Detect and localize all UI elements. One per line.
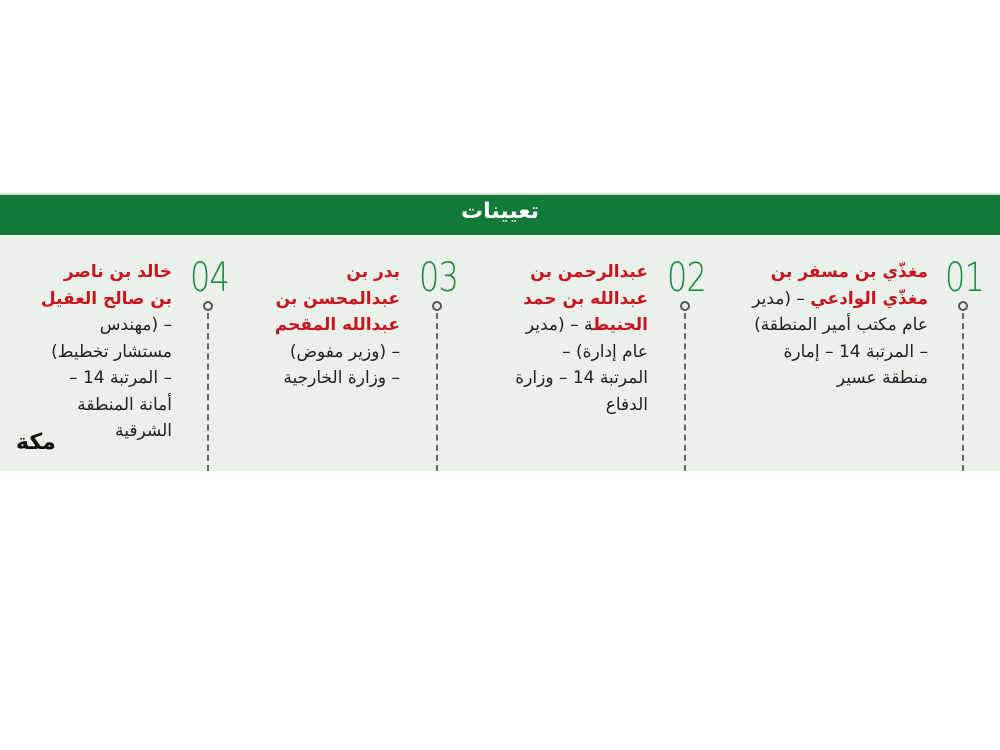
text-line: – (مهندس: [41, 312, 172, 339]
appointment-detail: عام مكتب أمير المنطقة): [754, 315, 928, 335]
appointment-detail: عام إدارة) –: [562, 341, 648, 362]
pin-icon: [203, 301, 213, 311]
text-line: أمانة المنطقة: [41, 392, 172, 419]
text-line: الحنيطة – (مدير: [515, 312, 648, 339]
text-line: مستشار تخطيط): [41, 339, 172, 366]
text-line: منطقة عسير: [752, 365, 928, 392]
appointment-detail: الشرقية: [115, 421, 172, 441]
appointee-name: عبدالله المقحم: [274, 315, 400, 335]
text-line: عبدالرحمن بن: [515, 259, 648, 286]
appointee-name: خالد بن ناصر: [63, 262, 172, 282]
text-line: – المرتبة 14 – إمارة: [752, 339, 928, 366]
appointment-detail: – وزارة الخارجية: [283, 368, 400, 388]
appointee-name: عبدالرحمن بن: [530, 262, 648, 282]
dashed-timeline: [436, 313, 438, 471]
text-line: بن صالح العقيل: [41, 286, 172, 313]
appointment-03: 03 بدر بن عبدالمحسن بن عبدالله المقحم – (وز…: [0, 235, 1000, 471]
dashed-timeline: [207, 313, 209, 471]
appointment-04: 04 خالد بن ناصر بن صالح العقيل – (مهندس مست…: [0, 235, 1000, 471]
appointee-name: الحنيط: [593, 315, 648, 335]
text-line: الدفاع: [515, 392, 648, 419]
appointment-02: 02 عبدالرحمن بن عبدالله بن حمد الحنيطة – (…: [0, 235, 1000, 471]
appointee-name: عبدالمحسن بن: [275, 288, 400, 309]
dashed-timeline: [684, 313, 686, 471]
text-line: – (وزير مفوض): [275, 339, 400, 366]
dashed-timeline: [962, 313, 964, 471]
pin-icon: [680, 301, 690, 311]
appointee-name: بن صالح العقيل: [40, 288, 172, 309]
text-line: عام مكتب أمير المنطقة): [752, 312, 928, 339]
appointee-name: عبدالله بن حمد: [523, 288, 648, 309]
text-line: المرتبة 14 – وزارة: [515, 365, 648, 392]
pin-icon: [432, 301, 442, 311]
appointments-panel: 01 مغذّي بن مسفر بن مغذّي الوادعي – (مدير…: [0, 235, 1000, 471]
text-line: عبدالله المقحم: [275, 312, 400, 339]
appointment-detail: – المرتبة 14 – إمارة: [783, 341, 928, 362]
appointment-01: 01 مغذّي بن مسفر بن مغذّي الوادعي – (مدير…: [0, 235, 1000, 471]
text-line: بدر بن: [275, 259, 400, 286]
text-line: خالد بن ناصر: [41, 259, 172, 286]
text-line: مغذّي بن مسفر بن: [752, 259, 928, 286]
appointee-name: مغذّي بن مسفر بن: [770, 262, 928, 282]
makkah-logo: مكة: [16, 430, 56, 455]
appointment-detail: المرتبة 14 – وزارة: [515, 368, 648, 388]
text-line: – المرتبة 14 –: [41, 365, 172, 392]
appointment-detail: – (مدير: [752, 288, 811, 309]
appointee-name: بدر بن: [346, 262, 400, 282]
appointment-detail: – (مهندس: [99, 315, 172, 335]
appointment-number: 03: [419, 255, 459, 301]
appointment-detail: الدفاع: [605, 394, 648, 415]
appointment-number: 04: [190, 255, 230, 301]
appointment-detail: منطقة عسير: [836, 368, 928, 388]
appointment-detail: – (وزير مفوض): [289, 341, 400, 362]
appointment-detail: – المرتبة 14 –: [69, 368, 172, 388]
appointment-number: 01: [945, 255, 985, 301]
text-line: الشرقية: [41, 418, 172, 445]
appointment-detail: أمانة المنطقة: [77, 394, 172, 415]
appointment-text: مغذّي بن مسفر بن مغذّي الوادعي – (مدير عام…: [752, 259, 928, 392]
text-line: مغذّي الوادعي – (مدير: [752, 286, 928, 313]
header-title: تعيينات: [461, 199, 539, 224]
text-line: عام إدارة) –: [515, 339, 648, 366]
header-band: تعيينات: [0, 193, 1000, 235]
appointment-detail: مستشار تخطيط): [51, 341, 172, 362]
appointment-text: خالد بن ناصر بن صالح العقيل – (مهندس مستشار…: [41, 259, 172, 445]
appointee-name: مغذّي الوادعي: [810, 288, 928, 309]
text-line: عبدالمحسن بن: [275, 286, 400, 313]
appointment-text: بدر بن عبدالمحسن بن عبدالله المقحم – (وزير …: [275, 259, 400, 392]
appointment-number: 02: [667, 255, 707, 301]
text-line: – وزارة الخارجية: [275, 365, 400, 392]
pin-icon: [958, 301, 968, 311]
appointment-text: عبدالرحمن بن عبدالله بن حمد الحنيطة – (مدي…: [515, 259, 648, 418]
appointment-detail: ة – (مدير: [525, 315, 594, 335]
text-line: عبدالله بن حمد: [515, 286, 648, 313]
